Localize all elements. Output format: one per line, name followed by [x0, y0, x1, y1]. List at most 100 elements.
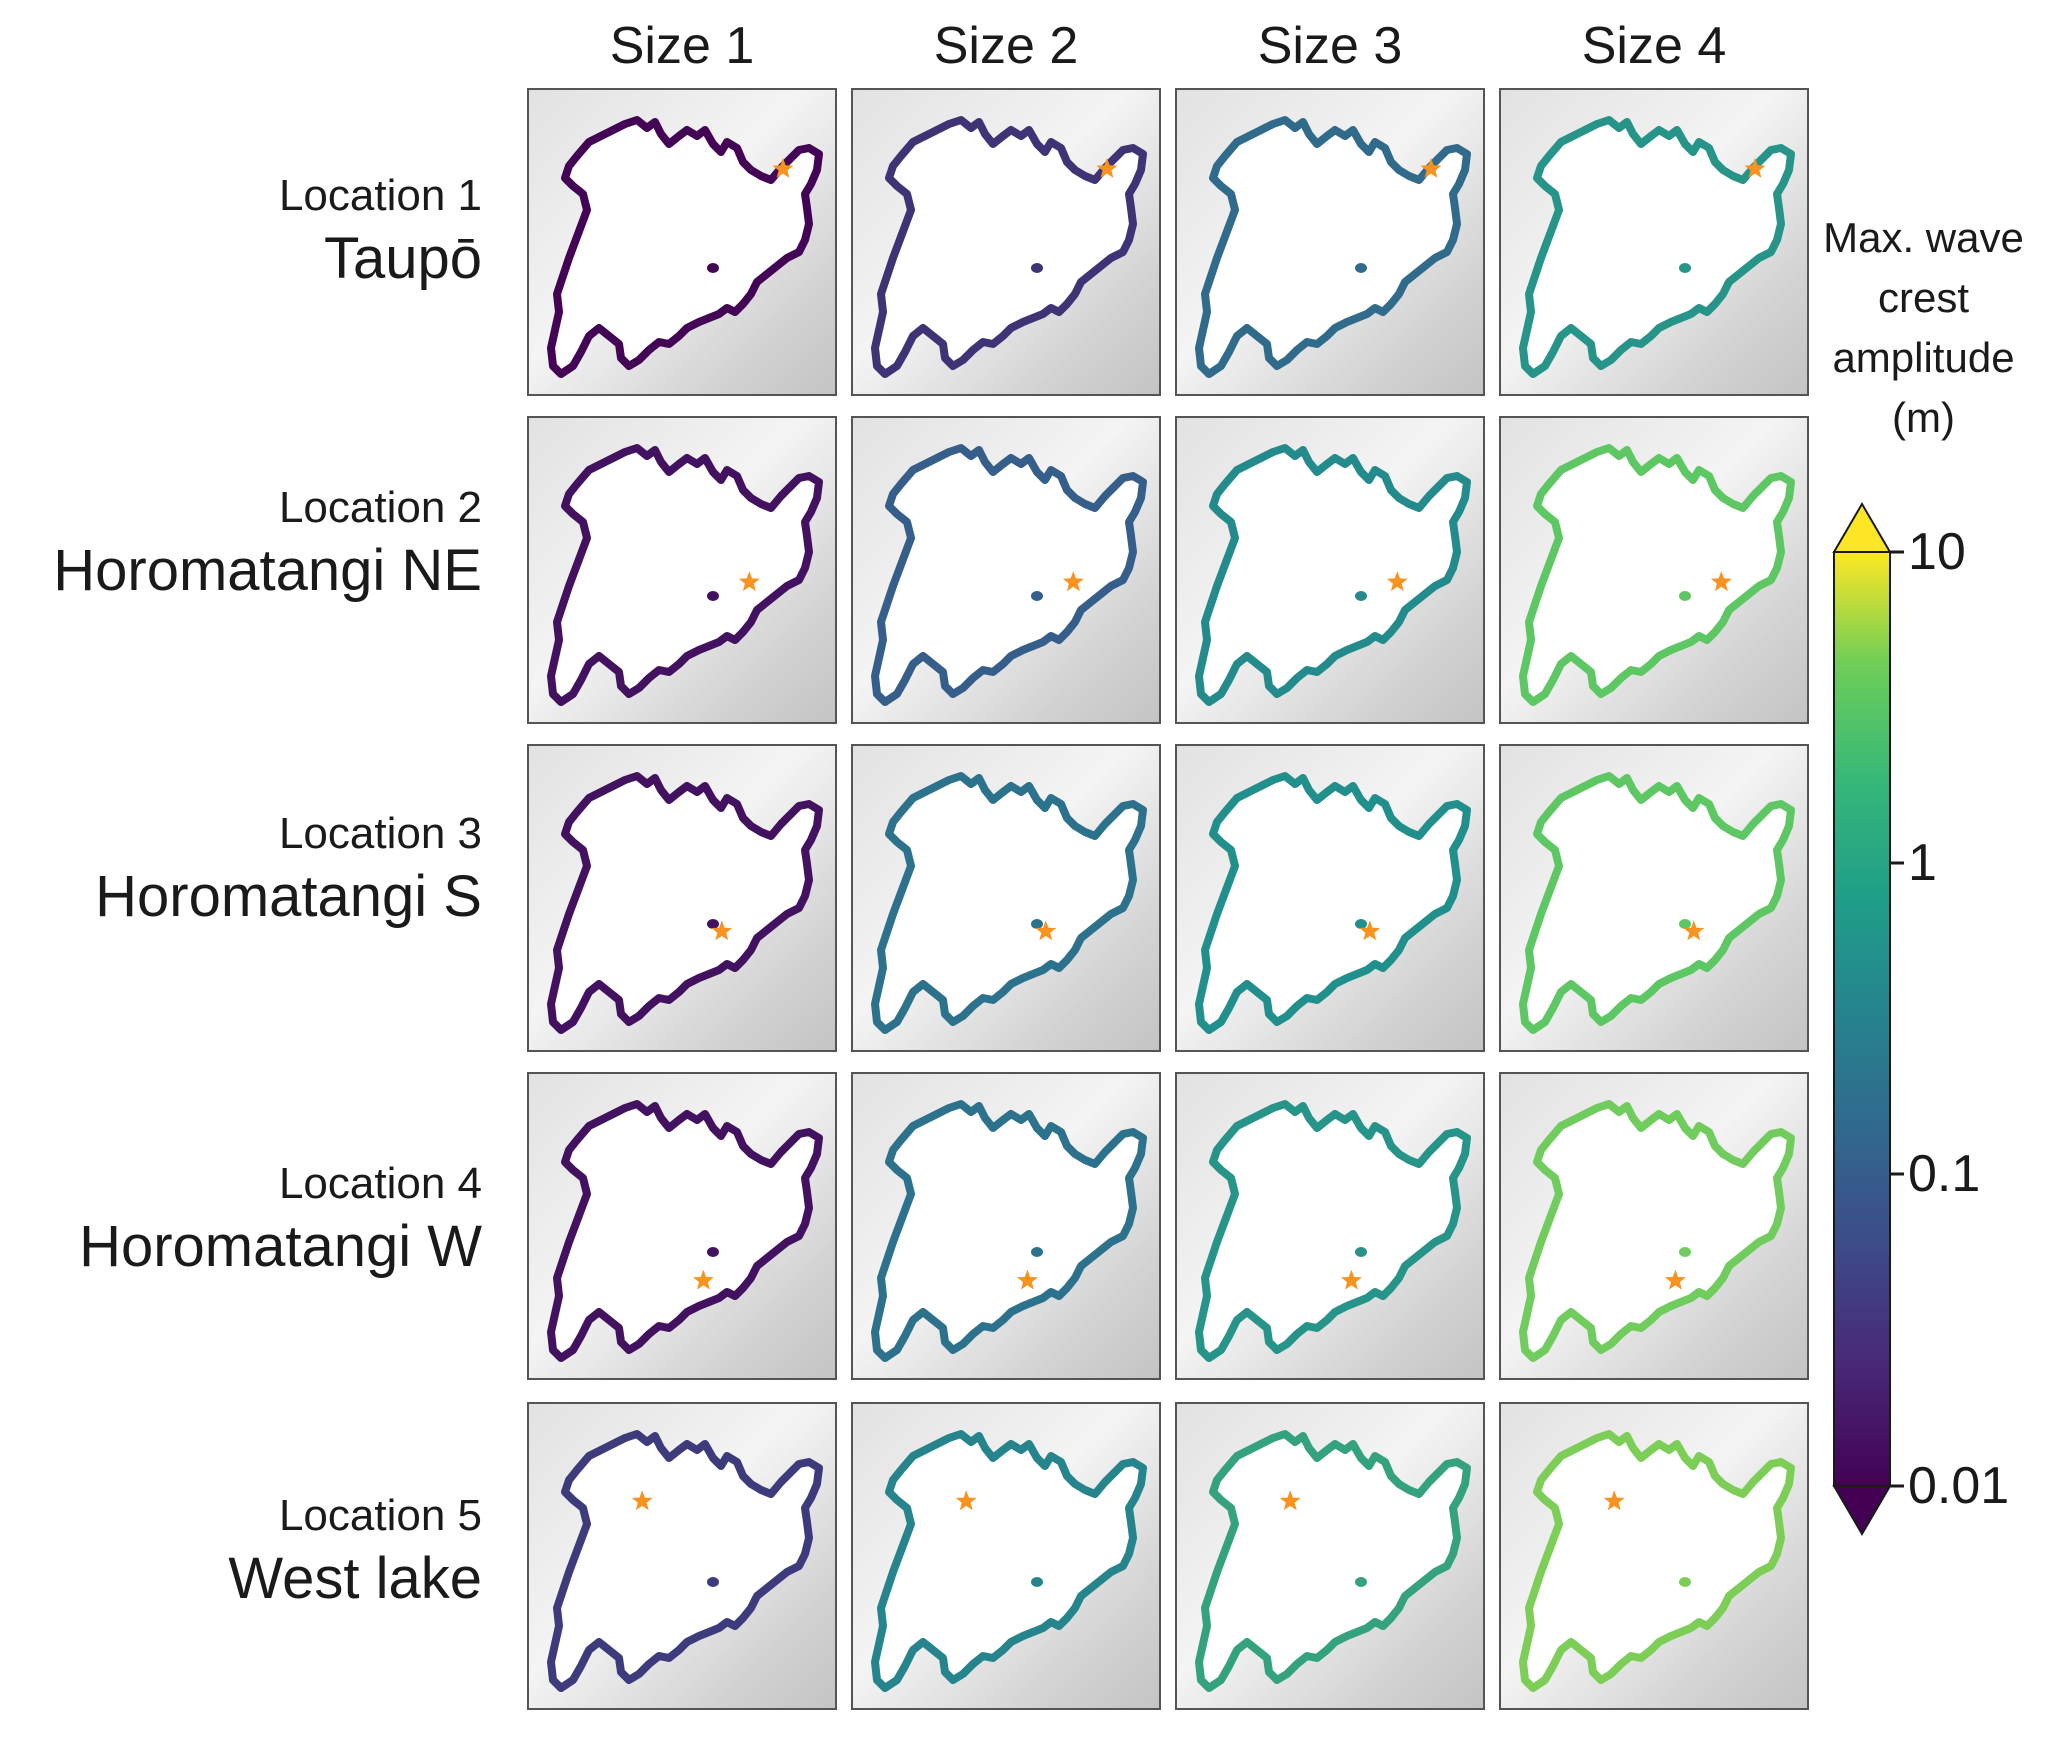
lake-map [529, 90, 835, 394]
shoreline-amplitude [1519, 1430, 1795, 1692]
source-star-icon [1386, 571, 1408, 592]
map-panel [851, 416, 1161, 724]
source-star-icon [1603, 1490, 1625, 1511]
island-marker [1031, 1577, 1043, 1587]
island-marker [707, 591, 719, 601]
island-marker [707, 1247, 719, 1257]
shoreline-amplitude [1519, 444, 1795, 706]
shoreline-amplitude [1519, 1100, 1795, 1362]
map-panel [527, 88, 837, 396]
colorbar-top-extend [1832, 502, 1892, 553]
colorbar [1832, 502, 1904, 1536]
map-panel [1499, 88, 1809, 396]
lake-map [1177, 90, 1483, 394]
colorbar-tick-label: 0.1 [1908, 1145, 1981, 1203]
map-panel [851, 1402, 1161, 1710]
island-marker [1679, 591, 1691, 601]
colorbar-tick-label: 10 [1908, 523, 1966, 581]
row-location: Location 4 [278, 1159, 482, 1208]
lake-map [1177, 746, 1483, 1050]
shoreline-amplitude [871, 1100, 1147, 1362]
island-marker [707, 919, 719, 929]
shoreline-amplitude [1195, 444, 1471, 706]
source-star-icon [1420, 158, 1442, 178]
map-panel [1175, 744, 1485, 1052]
row-label-4: Location 4 Horomatangi W [0, 1156, 482, 1282]
source-star-icon [955, 1490, 977, 1511]
source-star-icon [1359, 920, 1381, 941]
map-panel [851, 88, 1161, 396]
colorbar-gradient [1833, 551, 1891, 1487]
island-marker [707, 1577, 719, 1587]
colorbar-title-line: amplitude [1832, 334, 2015, 381]
lake-map [853, 746, 1159, 1050]
source-star-icon [1279, 1490, 1301, 1511]
map-panel [851, 1072, 1161, 1380]
row-location: Location 1 [278, 171, 482, 220]
colorbar-title-line: crest [1877, 274, 1969, 321]
source-star-icon [772, 158, 794, 178]
lake-map [1177, 1404, 1483, 1708]
row-site-name: Horomatangi NE [53, 538, 482, 603]
lake-map [1177, 1074, 1483, 1378]
shoreline-amplitude [547, 444, 823, 706]
island-marker [1031, 1247, 1043, 1257]
island-marker [1031, 591, 1043, 601]
source-star-icon [1341, 1269, 1362, 1290]
colorbar-title: Max. wave crest amplitude (m) [1780, 208, 2067, 448]
lake-map [853, 90, 1159, 394]
row-label-5: Location 5 West lake [0, 1488, 482, 1614]
island-marker [1679, 1577, 1691, 1587]
row-location: Location 2 [278, 483, 482, 532]
island-marker [1355, 591, 1367, 601]
source-star-icon [1017, 1269, 1038, 1290]
shoreline-amplitude [871, 772, 1147, 1034]
shoreline-amplitude [1195, 772, 1471, 1034]
island-marker [1679, 919, 1691, 929]
island-marker [1679, 1247, 1691, 1257]
map-panel [1499, 744, 1809, 1052]
shoreline-amplitude [1519, 772, 1795, 1034]
source-star-icon [1665, 1269, 1686, 1290]
source-star-icon [693, 1269, 714, 1290]
shoreline-amplitude [871, 444, 1147, 706]
source-star-icon [738, 571, 760, 592]
colorbar-title-line: (m) [1892, 394, 1955, 441]
lake-map [853, 418, 1159, 722]
lake-map [529, 1074, 835, 1378]
row-site-name: Horomatangi W [79, 1214, 482, 1279]
source-star-icon [1062, 571, 1084, 592]
map-panel [527, 1072, 837, 1380]
source-star-icon [631, 1490, 653, 1511]
lake-map [1177, 418, 1483, 722]
shoreline-amplitude [1195, 1430, 1471, 1692]
row-label-1: Location 1 Taupō [0, 168, 482, 294]
map-panel [1175, 88, 1485, 396]
map-panel [1175, 1072, 1485, 1380]
island-marker [1355, 1577, 1367, 1587]
map-panel [527, 416, 837, 724]
lake-map [1501, 1404, 1807, 1708]
lake-map [1501, 1074, 1807, 1378]
island-marker [1679, 263, 1691, 273]
lake-map [529, 746, 835, 1050]
lake-map [1501, 90, 1807, 394]
row-site-name: Horomatangi S [95, 864, 482, 929]
island-marker [1355, 1247, 1367, 1257]
shoreline-amplitude [547, 116, 823, 378]
map-panel [1499, 1402, 1809, 1710]
map-panel [527, 744, 837, 1052]
source-star-icon [1035, 920, 1057, 941]
lake-map [1501, 746, 1807, 1050]
colorbar-title-line: Max. wave [1823, 214, 2024, 261]
shoreline-amplitude [547, 772, 823, 1034]
source-star-icon [1096, 158, 1118, 178]
map-panel [1499, 1072, 1809, 1380]
colorbar-tick-label: 1 [1908, 834, 1937, 892]
row-site-name: Taupō [323, 226, 482, 291]
source-star-icon [1710, 571, 1732, 592]
row-location: Location 5 [278, 1491, 482, 1540]
map-panel [1499, 416, 1809, 724]
source-star-icon [1683, 920, 1705, 941]
column-header-size-1: Size 1 [609, 17, 755, 75]
